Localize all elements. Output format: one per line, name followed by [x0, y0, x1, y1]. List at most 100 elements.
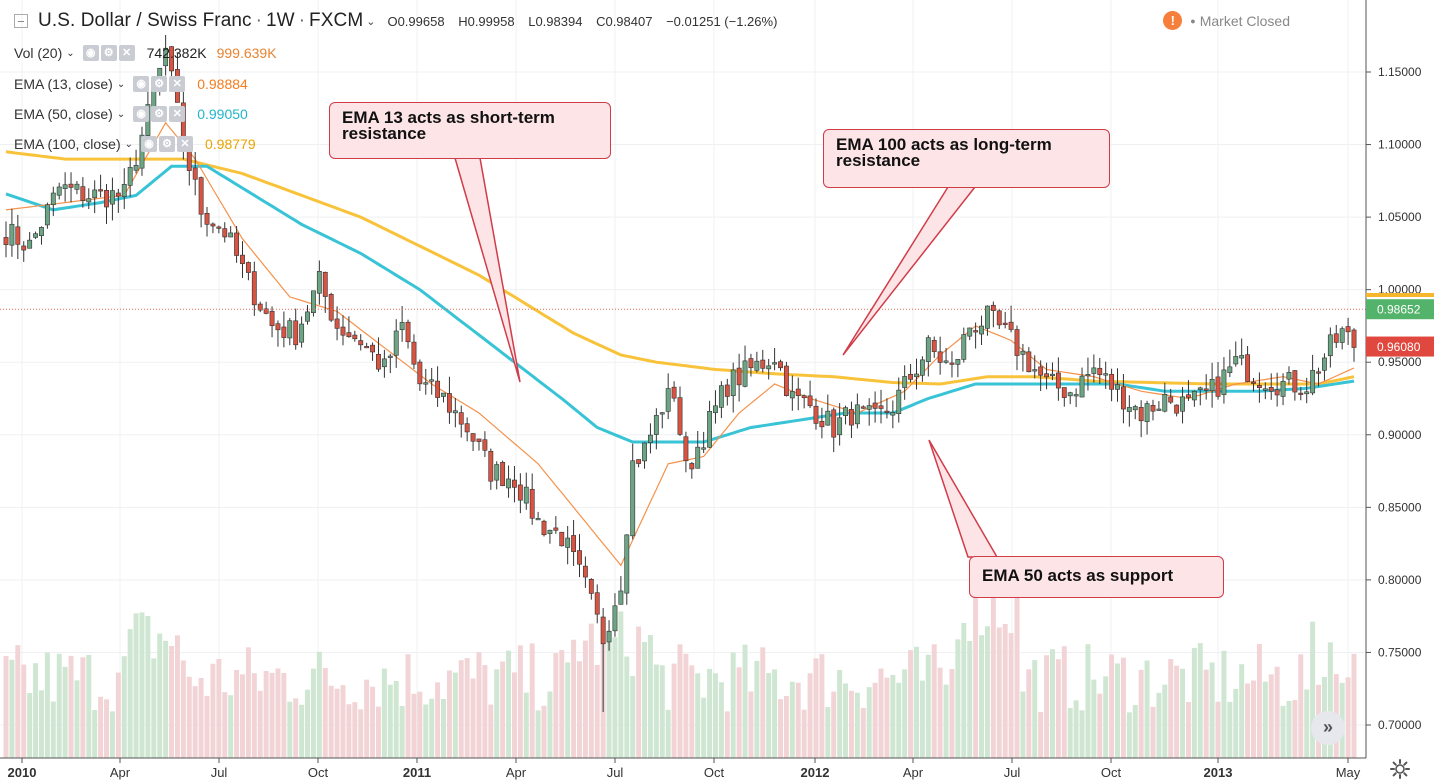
candle-body [1227, 366, 1233, 374]
volume-bar [860, 707, 866, 758]
candle [659, 411, 665, 429]
indicator-ema50[interactable]: EMA (50, close) ⌄ ◉ ⚙ ✕ 0.99050 [14, 106, 248, 122]
volume-bar [742, 644, 748, 758]
candle-body [1215, 376, 1221, 397]
double-chevron-right-icon[interactable]: » [1311, 711, 1345, 745]
indicator-ema13[interactable]: EMA (13, close) ⌄ ◉ ⚙ ✕ 0.98884 [14, 76, 248, 92]
candle-body [245, 262, 251, 273]
volume-bar [748, 691, 754, 758]
candle [1032, 355, 1038, 379]
candle-body [376, 353, 381, 370]
candle-body [707, 410, 712, 448]
volume-bar [1073, 700, 1079, 758]
candle [104, 184, 109, 224]
volume-bar [778, 699, 783, 758]
volume-bar [482, 665, 488, 758]
gear-icon[interactable]: ⚙ [159, 136, 175, 152]
candle [736, 353, 742, 402]
chevron-down-icon[interactable]: ⌄ [116, 78, 126, 90]
chevron-down-icon[interactable]: ⌄ [116, 108, 126, 120]
collapse-legend-button[interactable] [14, 14, 28, 28]
annotation-ema13[interactable]: EMA 13 acts as short-term resistance [329, 102, 611, 159]
candle [127, 157, 133, 197]
volume-bar [931, 644, 937, 758]
gear-icon[interactable] [1389, 758, 1411, 780]
eye-icon[interactable]: ◉ [133, 106, 150, 122]
eye-icon[interactable]: ◉ [133, 76, 150, 92]
candle [169, 46, 174, 81]
candle [3, 221, 9, 258]
close-icon[interactable]: ✕ [169, 76, 186, 92]
indicator-name[interactable]: EMA (100, close) [14, 136, 121, 152]
candle-body [370, 344, 375, 353]
eye-icon[interactable]: ◉ [82, 45, 99, 61]
interval[interactable]: 1W [265, 10, 295, 31]
annotation-ema50[interactable]: EMA 50 acts as support [969, 556, 1224, 598]
candle [1351, 328, 1357, 362]
market-status[interactable]: ! ● Market Closed [1163, 11, 1290, 30]
candle [470, 433, 476, 451]
candle-body [1316, 371, 1321, 374]
candle-body [1050, 373, 1055, 376]
candle [1067, 391, 1073, 405]
candle-body [701, 447, 707, 450]
candle [1103, 361, 1109, 389]
eye-icon[interactable]: ◉ [141, 136, 157, 152]
gear-icon[interactable]: ⚙ [151, 106, 168, 122]
time-tick-label: Oct [704, 765, 725, 780]
volume-bar [937, 667, 943, 758]
volume-bar [446, 670, 452, 758]
gear-icon[interactable]: ⚙ [100, 45, 117, 61]
volume-bar [1049, 649, 1055, 758]
close-icon[interactable]: ✕ [169, 106, 186, 122]
candle-body [1126, 407, 1132, 412]
annotation-ema100[interactable]: EMA 100 acts as long-term resistance [823, 129, 1110, 188]
gear-icon[interactable]: ⚙ [151, 76, 168, 92]
symbol-name[interactable]: U.S. Dollar / Swiss Franc [38, 10, 252, 31]
candle-body [908, 373, 914, 380]
candle-body [541, 520, 547, 536]
candle [837, 403, 843, 446]
exchange[interactable]: FXCM [309, 10, 364, 31]
candle [1304, 377, 1310, 404]
volume-bar [837, 669, 843, 758]
annotation-line: EMA 100 acts as long-term [836, 135, 1052, 154]
candle [677, 386, 683, 437]
candle-body [56, 186, 62, 196]
volume-bar [458, 660, 464, 758]
candle [1138, 400, 1144, 438]
candle-body [990, 304, 996, 311]
indicator-ema100[interactable]: EMA (100, close) ⌄ ◉ ⚙ ✕ 0.98779 [14, 136, 256, 152]
candle [109, 177, 115, 221]
candle [346, 316, 352, 338]
candle [15, 214, 21, 260]
close-icon[interactable]: ✕ [177, 136, 193, 152]
volume-bar [1020, 691, 1026, 758]
candle [866, 398, 872, 426]
candle [500, 460, 506, 487]
chevron-down-icon[interactable]: ⌄ [66, 47, 75, 59]
indicator-name[interactable]: EMA (13, close) [14, 76, 113, 92]
volume-bar [488, 704, 494, 758]
candle-body [624, 534, 630, 594]
volume-bar [1055, 659, 1061, 758]
close-icon[interactable]: ✕ [118, 45, 135, 61]
candle-body [263, 308, 269, 314]
volume-bar [222, 692, 228, 758]
candle-body [163, 47, 169, 67]
indicator-name[interactable]: EMA (50, close) [14, 106, 113, 122]
candle-body [665, 388, 671, 412]
indicator-vol[interactable]: Vol (20) ⌄ ◉ ⚙ ✕ 742.382K 999.639K [14, 45, 277, 61]
candle [925, 335, 931, 377]
indicator-name[interactable]: Vol (20) [14, 45, 63, 61]
candle-body [831, 409, 837, 438]
time-tick-label: Apr [506, 765, 527, 780]
chevron-down-icon[interactable]: ⌄ [366, 15, 376, 28]
candle [695, 431, 701, 469]
warning-icon[interactable]: ! [1163, 11, 1183, 30]
candle-body [340, 326, 346, 336]
candle-body [411, 341, 417, 365]
candle [973, 322, 979, 349]
chevron-down-icon[interactable]: ⌄ [124, 138, 133, 150]
